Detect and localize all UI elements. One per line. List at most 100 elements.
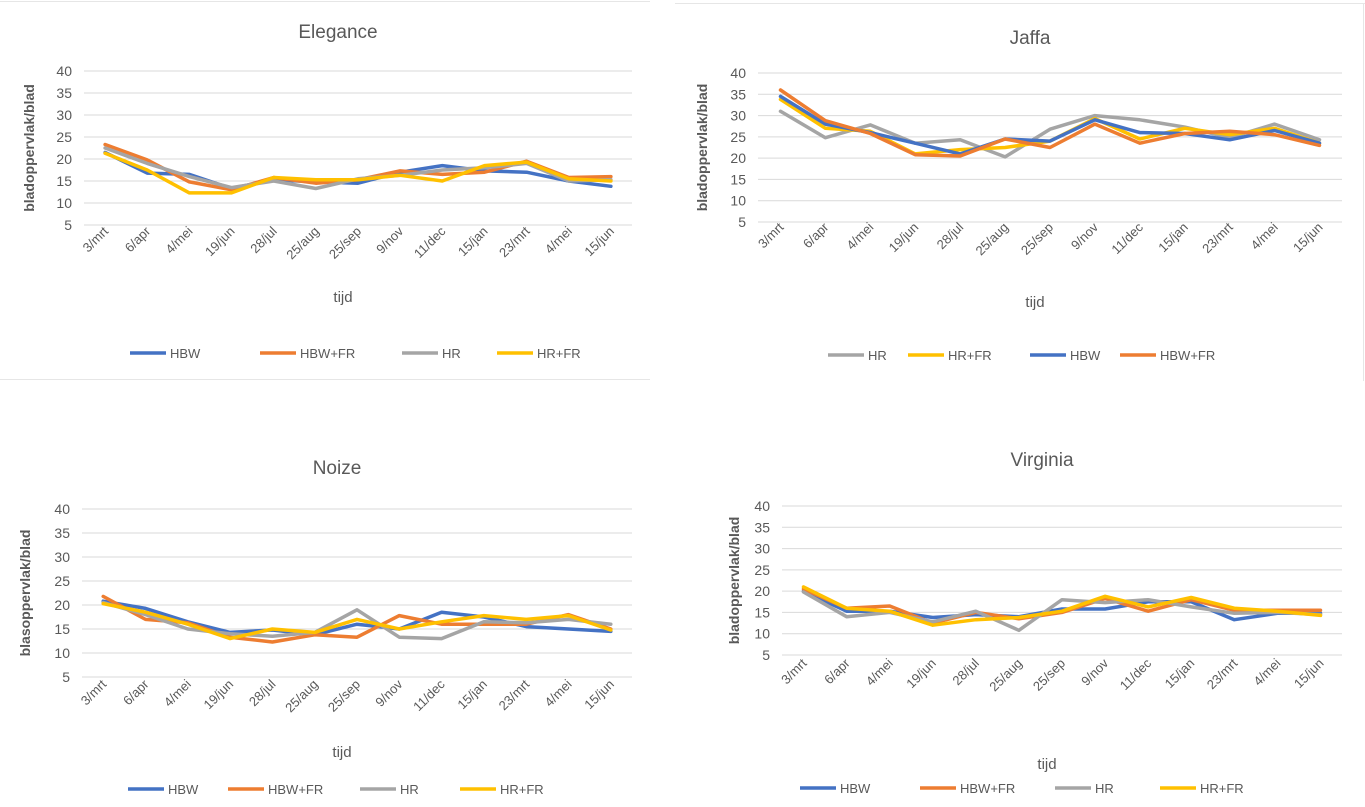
- y-tick-label: 40: [754, 498, 770, 514]
- x-tick-label: 9/nov: [1068, 219, 1101, 252]
- y-tick-label: 30: [56, 107, 72, 123]
- divider-top-left: [0, 1, 650, 2]
- x-tick-label: 28/jul: [949, 655, 982, 688]
- y-tick-label: 15: [56, 173, 72, 189]
- chart-title: Jaffa: [1010, 28, 1051, 49]
- y-tick-label: 40: [56, 63, 72, 79]
- chart-title: Elegance: [298, 22, 377, 43]
- x-tick-label: 11/dec: [410, 676, 448, 714]
- x-tick-label: 19/jun: [202, 224, 238, 260]
- x-tick-label: 25/aug: [283, 224, 322, 263]
- y-tick-label: 35: [56, 85, 72, 101]
- x-tick-label: 23/mrt: [496, 676, 533, 713]
- x-tick-label: 19/jun: [886, 220, 922, 256]
- legend-label-hr: HR: [400, 782, 419, 797]
- y-tick-label: 35: [730, 86, 746, 102]
- y-tick-label: 5: [64, 217, 72, 233]
- x-tick-label: 4/mei: [542, 223, 575, 256]
- x-tick-label: 19/jun: [201, 677, 237, 713]
- x-tick-label: 15/jan: [1155, 220, 1191, 256]
- x-tick-label: 28/jul: [247, 223, 280, 256]
- y-tick-label: 10: [730, 193, 746, 209]
- legend-label-hr: HR: [868, 348, 887, 363]
- x-axis-label: tijd: [1037, 756, 1056, 773]
- x-tick-label: 4/mei: [863, 655, 896, 688]
- x-tick-label: 25/aug: [986, 656, 1025, 695]
- series-line-hr-plus-fr: [101, 601, 613, 641]
- x-axis-label: tijd: [332, 744, 351, 761]
- divider-middle-left: [0, 379, 650, 380]
- x-tick-label: 28/jul: [246, 676, 279, 709]
- x-tick-label: 25/sep: [1030, 656, 1068, 694]
- legend-label-hr-plus-fr: HR+FR: [1200, 781, 1244, 796]
- x-tick-label: 15/jun: [581, 677, 617, 713]
- chart-elegance: Elegance 5 10 15 20 25 30 35 40 3/mrt 6/apr 4/mei 19…: [0, 0, 650, 378]
- x-tick-label: 11/dec: [411, 223, 449, 261]
- x-tick-label: 4/mei: [162, 223, 195, 256]
- y-tick-label: 25: [730, 129, 746, 145]
- x-tick-label: 4/mei: [161, 676, 194, 709]
- chart-title: Noize: [313, 458, 362, 479]
- x-tick-label: 3/mrt: [755, 219, 787, 251]
- series-line-hr-plus-fr: [801, 585, 1323, 627]
- x-tick-label: 15/jan: [1162, 656, 1198, 692]
- x-tick-label: 15/jan: [455, 224, 491, 260]
- y-tick-label: 40: [730, 65, 746, 81]
- x-axis-label: tijd: [1025, 294, 1044, 311]
- y-tick-label: 35: [54, 525, 70, 541]
- x-tick-label: 15/jun: [581, 224, 617, 260]
- y-tick-label: 5: [762, 647, 770, 663]
- series-line-hr-plus-fr: [103, 151, 613, 195]
- legend-label-hr-plus-fr: HR+FR: [948, 348, 992, 363]
- x-tick-label: 9/nov: [1078, 655, 1111, 688]
- y-tick-label: 10: [56, 195, 72, 211]
- x-tick-label: 25/aug: [282, 677, 321, 716]
- legend-label-hbw-plus-fr: HBW+FR: [960, 781, 1015, 796]
- divider-right-edge: [1363, 3, 1364, 381]
- x-tick-label: 6/apr: [821, 655, 853, 687]
- y-tick-label: 20: [56, 151, 72, 167]
- y-axis-label: blasoppervlak/blad: [17, 530, 33, 657]
- x-axis-label: tijd: [333, 289, 352, 306]
- x-tick-label: 25/sep: [326, 224, 364, 262]
- x-tick-label: 23/mrt: [1199, 219, 1236, 256]
- series-line-hr: [778, 109, 1322, 159]
- y-tick-label: 25: [54, 573, 70, 589]
- y-tick-label: 30: [754, 541, 770, 557]
- x-tick-label: 11/dec: [1117, 655, 1155, 693]
- x-tick-label: 25/aug: [972, 220, 1011, 259]
- legend-label-hbw-plus-fr: HBW+FR: [268, 782, 323, 797]
- x-tick-label: 23/mrt: [496, 223, 533, 260]
- y-tick-label: 15: [730, 171, 746, 187]
- x-tick-label: 28/jul: [934, 219, 967, 252]
- series-line-hbw: [778, 94, 1322, 156]
- x-tick-label: 4/mei: [1248, 219, 1281, 252]
- x-tick-label: 6/apr: [800, 219, 832, 251]
- y-tick-label: 5: [62, 669, 70, 685]
- y-tick-label: 40: [54, 501, 70, 517]
- y-axis-label: bladoppervlak/blad: [694, 84, 710, 212]
- chart-svg: Jaffa 5 10 15 20 25 30 35 40 3/mrt 6/apr 4/mei 19/ju…: [694, 28, 1342, 363]
- y-tick-label: 20: [754, 583, 770, 599]
- x-tick-label: 19/jun: [903, 656, 939, 692]
- y-tick-label: 10: [754, 626, 770, 642]
- x-tick-label: 6/apr: [120, 676, 152, 708]
- legend-label-hbw-plus-fr: HBW+FR: [1160, 348, 1215, 363]
- x-tick-label: 3/mrt: [78, 676, 110, 708]
- divider-top-right: [675, 3, 1365, 4]
- legend-label-hr: HR: [442, 346, 461, 361]
- series-line-hbw: [103, 150, 613, 191]
- x-tick-label: 4/mei: [1250, 655, 1283, 688]
- x-tick-label: 4/mei: [542, 676, 575, 709]
- y-tick-label: 30: [54, 549, 70, 565]
- x-tick-label: 9/nov: [373, 223, 406, 256]
- legend-label-hr-plus-fr: HR+FR: [500, 782, 544, 797]
- x-tick-label: 4/mei: [843, 219, 876, 252]
- x-tick-label: 15/jun: [1291, 656, 1327, 692]
- chart-noize: Noize 5 10 15 20 25 30 35 40 3/mrt 6/apr 4/mei 19/ju…: [0, 410, 650, 807]
- y-axis-label: bladoppervlak/blad: [21, 84, 37, 212]
- y-tick-label: 20: [730, 150, 746, 166]
